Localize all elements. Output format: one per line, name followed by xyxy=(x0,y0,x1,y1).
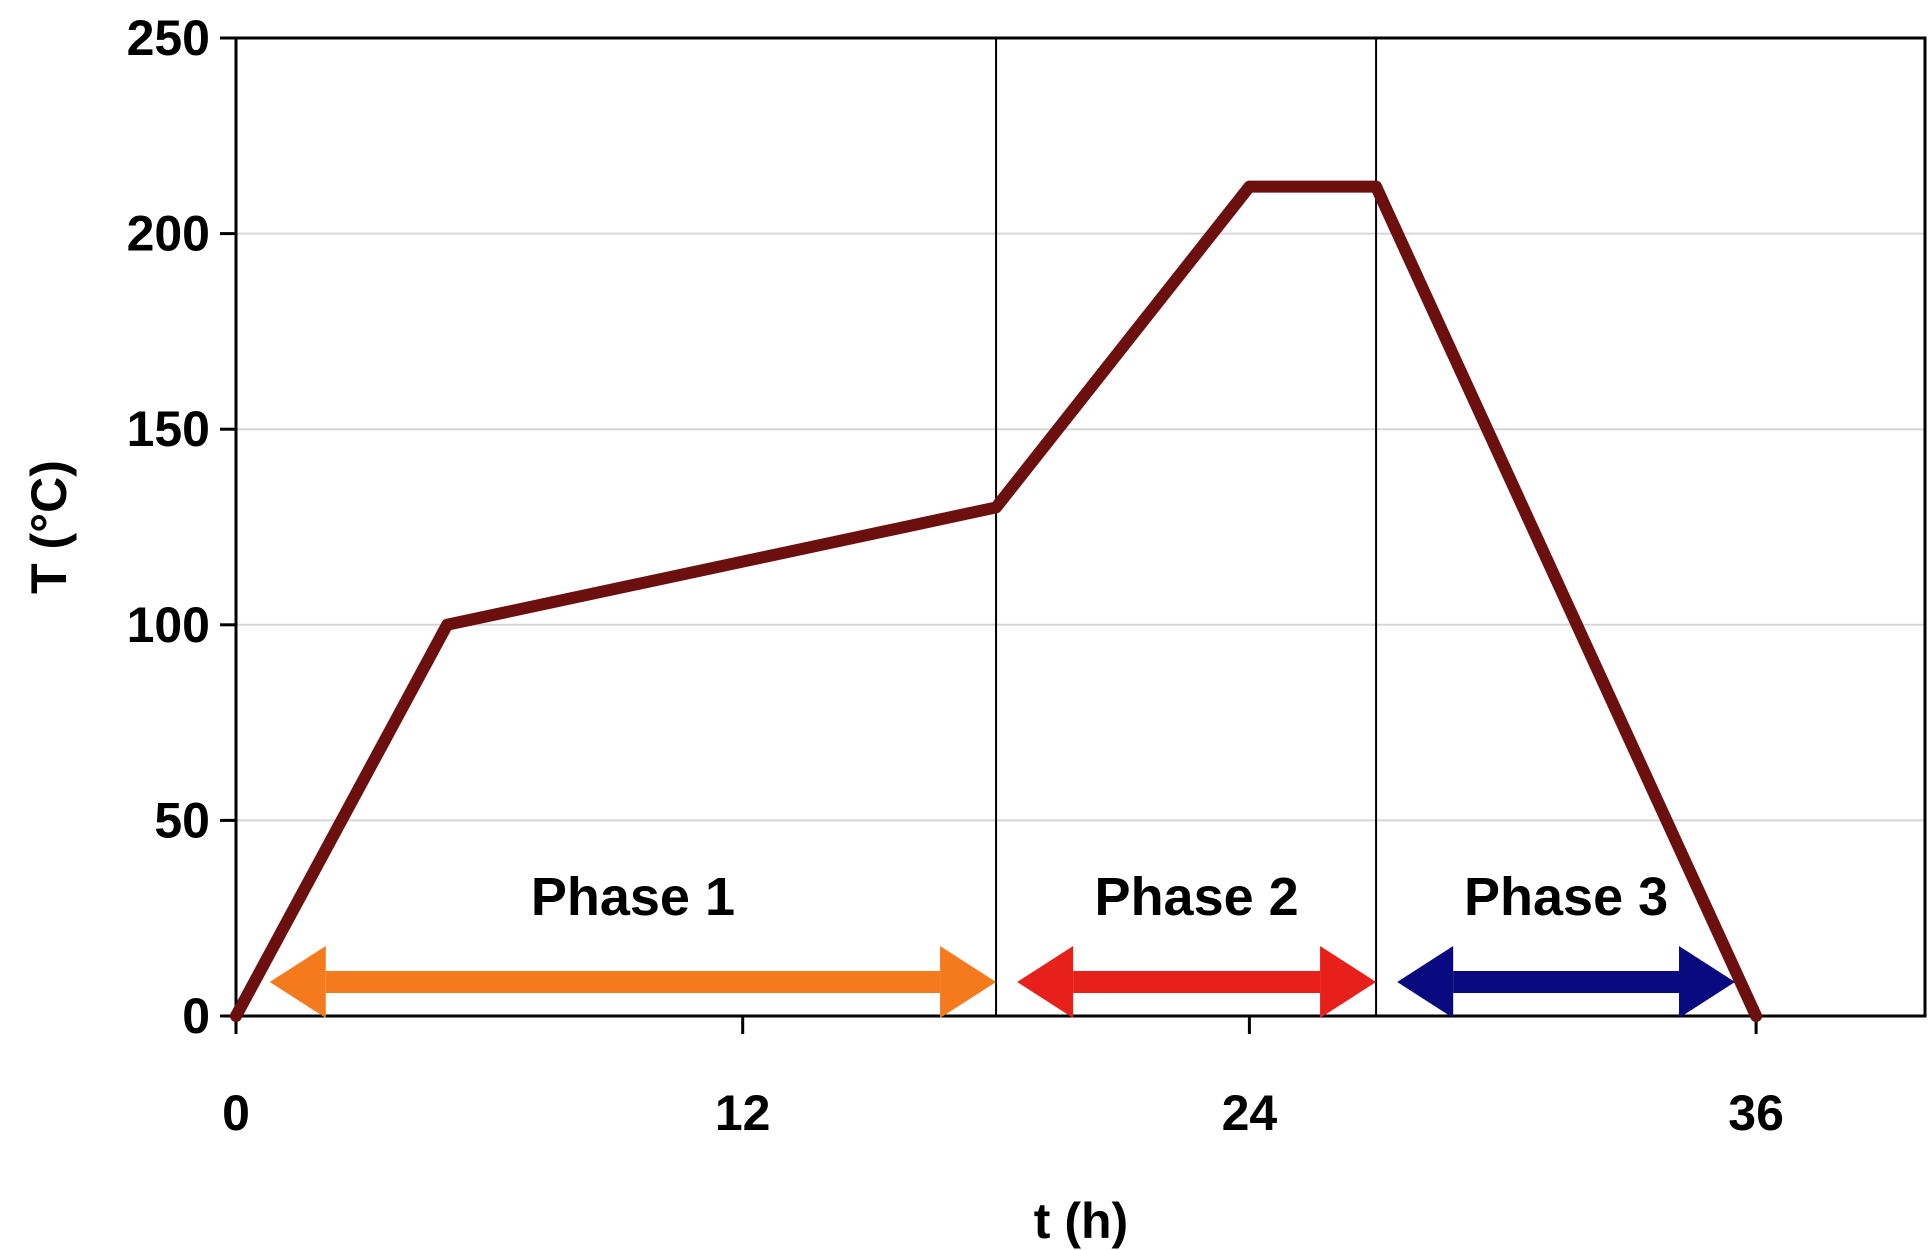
y-tick-label-250: 250 xyxy=(127,10,210,66)
data-point-3 xyxy=(991,502,1002,513)
y-tick-label-0: 0 xyxy=(182,988,210,1044)
plot-area-frame xyxy=(234,36,1927,1018)
y-tick-label-100: 100 xyxy=(127,597,210,653)
axis-ticks xyxy=(220,36,1758,1034)
data-point-6 xyxy=(1751,1011,1762,1021)
data-point-1 xyxy=(231,1011,241,1021)
x-tick-label-24: 24 xyxy=(1222,1085,1278,1141)
phase-arrows xyxy=(269,946,1735,1018)
y-tick-label-200: 200 xyxy=(127,206,210,262)
data-point-5 xyxy=(1371,181,1382,192)
phase-1-arrow-shaft xyxy=(325,971,941,993)
phase-3-arrow-head-right xyxy=(1678,946,1735,1018)
y-tick-label-50: 50 xyxy=(154,792,210,848)
phase-2-arrow-head-left xyxy=(1017,946,1074,1018)
phase-1-arrow-head-right xyxy=(940,946,997,1018)
x-tick-label-12: 12 xyxy=(715,1085,771,1141)
phase-3-arrow-shaft xyxy=(1453,971,1679,993)
x-tick-label-0: 0 xyxy=(222,1085,250,1141)
phase-2-label: Phase 2 xyxy=(1095,867,1299,927)
phase-1-label: Phase 1 xyxy=(531,867,735,927)
phase-3-label: Phase 3 xyxy=(1464,867,1668,927)
x-axis-title: t (h) xyxy=(1034,1193,1128,1249)
y-tick-label-150: 150 xyxy=(127,401,210,457)
phase-1-arrow-head-left xyxy=(269,946,326,1018)
data-point-2 xyxy=(442,619,453,630)
labels: 0 50 100 150 200 250 0 12 24 36 Phase 1 Phase 2 Phas… xyxy=(127,10,1784,1141)
phase-2-arrow-head-right xyxy=(1320,946,1377,1018)
phase-2-arrow-shaft xyxy=(1073,971,1321,993)
y-axis-title: T (°C) xyxy=(21,460,77,594)
gridlines xyxy=(236,232,1925,822)
series-line-1 xyxy=(230,180,1763,1022)
data-point-4 xyxy=(1244,181,1255,192)
series xyxy=(230,180,1763,1022)
phase-3-arrow-head-left xyxy=(1397,946,1454,1018)
x-tick-label-36: 36 xyxy=(1728,1085,1784,1141)
